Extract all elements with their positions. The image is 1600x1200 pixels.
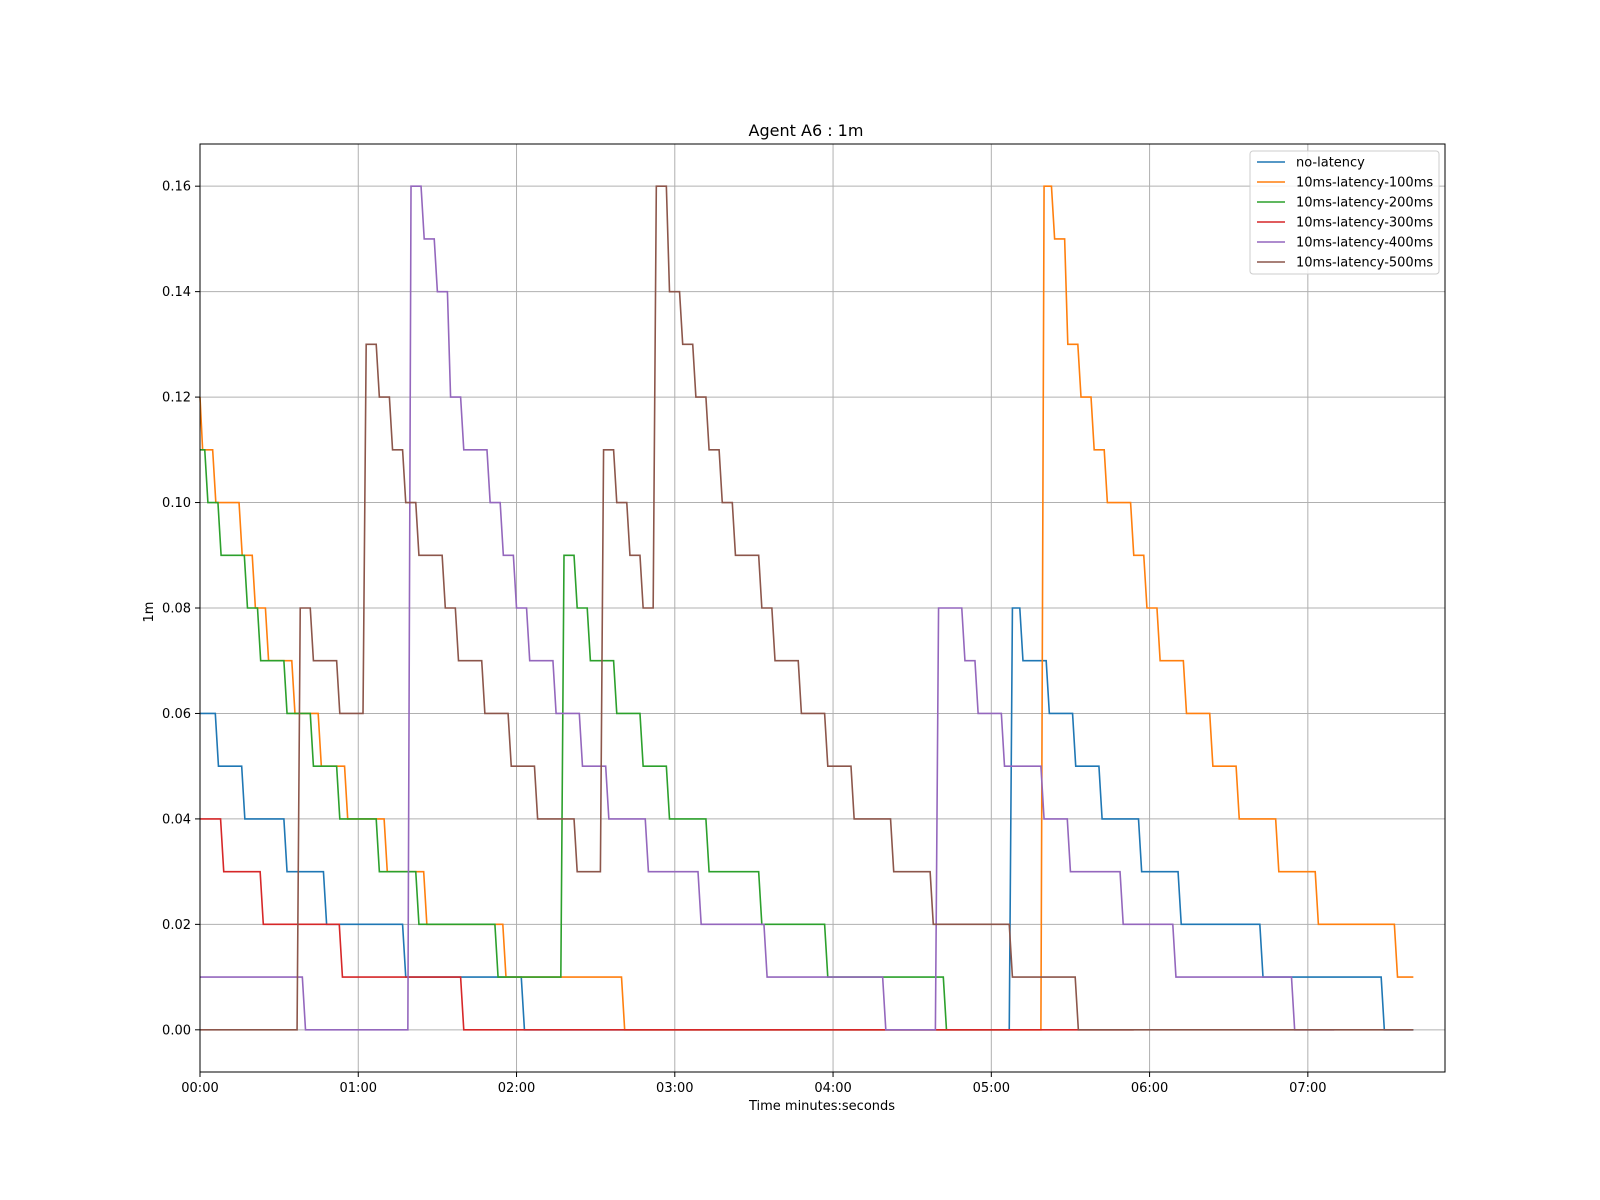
series-line-10ms-latency-400ms [200, 185, 1335, 1031]
y-tick-label: 0.16 [162, 180, 191, 195]
y-tick-label: 0.06 [162, 707, 191, 722]
series-line-10ms-latency-500ms [200, 185, 1414, 1031]
series-line-no-latency [200, 607, 1414, 1031]
y-axis-title: 1m [142, 602, 157, 623]
legend-box [1249, 150, 1440, 275]
y-tick-label: 0.10 [162, 496, 191, 511]
x-tick-label: 00:00 [181, 1081, 218, 1096]
series-line-10ms-latency-300ms [200, 818, 1134, 1031]
legend-label-10ms-latency-100ms: 10ms-latency-100ms [1296, 176, 1433, 191]
series-line-10ms-latency-200ms [200, 449, 948, 1030]
legend-label-10ms-latency-500ms: 10ms-latency-500ms [1296, 256, 1433, 271]
y-tick-label: 0.08 [162, 602, 191, 617]
y-tick-label: 0.04 [162, 812, 191, 827]
legend-label-10ms-latency-300ms: 10ms-latency-300ms [1296, 216, 1433, 231]
y-tick-label: 0.14 [162, 285, 191, 300]
x-axis-ticks: 00:00 01:00 02:00 03:00 04:00 05:00 06:00 07:00 [181, 1072, 1327, 1096]
y-tick-label: 0.00 [162, 1023, 191, 1038]
y-tick-label: 0.02 [162, 918, 191, 933]
y-axis-ticks: 0.00 0.02 0.04 0.06 0.08 0.10 0.12 0.14 0.16 [162, 180, 200, 1038]
y-tick-label: 0.12 [162, 391, 191, 406]
x-axis-title: Time minutes:seconds [748, 1099, 895, 1114]
legend: no-latency 10ms-latency-100ms 10ms-latency… [1249, 150, 1440, 275]
series-lines [199, 185, 1414, 1031]
legend-label-10ms-latency-200ms: 10ms-latency-200ms [1296, 196, 1433, 211]
x-tick-label: 07:00 [1289, 1081, 1326, 1096]
x-tick-label: 03:00 [656, 1081, 693, 1096]
legend-label-no-latency: no-latency [1296, 156, 1365, 171]
chart-title: Agent A6 : 1m [749, 121, 864, 140]
legend-label-10ms-latency-400ms: 10ms-latency-400ms [1296, 236, 1433, 251]
x-tick-label: 01:00 [340, 1081, 377, 1096]
x-tick-label: 04:00 [814, 1081, 851, 1096]
x-tick-label: 05:00 [973, 1081, 1010, 1096]
x-tick-label: 02:00 [498, 1081, 535, 1096]
x-tick-label: 06:00 [1131, 1081, 1168, 1096]
